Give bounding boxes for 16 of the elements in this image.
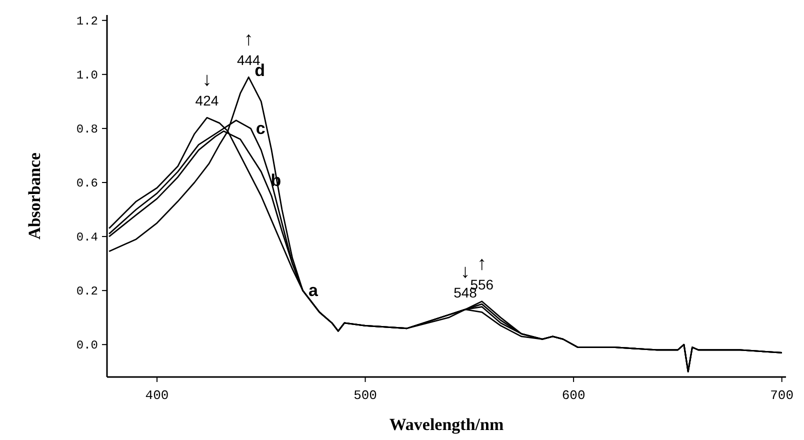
y-tick-label: 1.2 — [76, 14, 98, 28]
x-tick-label: 400 — [145, 388, 169, 403]
x-axis-title: Wavelength/nm — [389, 415, 504, 434]
y-tick-label: 0.6 — [76, 176, 98, 190]
annotation: ↓ 424 — [195, 70, 219, 109]
y-tick-label: 0.8 — [76, 122, 98, 136]
x-tick-label: 600 — [562, 388, 586, 403]
x-tick-label: 700 — [770, 388, 794, 403]
x-tick-label: 500 — [354, 388, 377, 403]
y-tick-label: 1.0 — [76, 68, 98, 82]
series-label: c — [256, 119, 266, 138]
series-label: a — [308, 281, 319, 300]
y-tick-label: 0.4 — [76, 230, 98, 245]
y-tick-label: 0.0 — [76, 338, 98, 353]
y-tick-label: 0.2 — [76, 284, 98, 299]
y-axis-title: Absorbance — [25, 152, 44, 240]
